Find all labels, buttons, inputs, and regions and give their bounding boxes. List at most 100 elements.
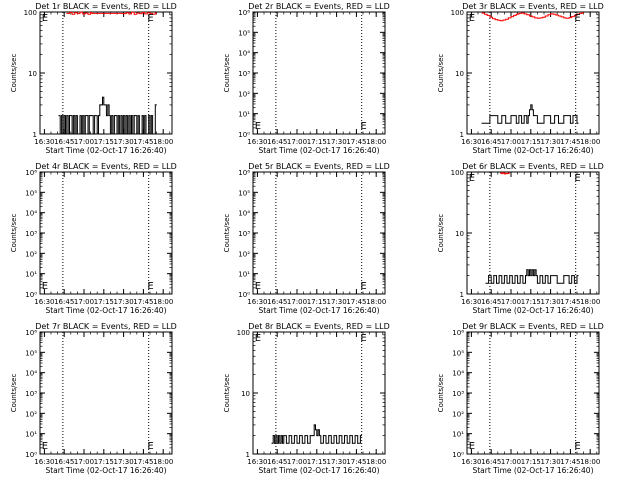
data-point <box>581 12 583 14</box>
data-point <box>510 16 512 18</box>
x-axis-label: Start Time (02-Oct-17 16:26:40) <box>258 466 379 475</box>
data-point <box>505 18 507 20</box>
x-tick-label: 17:15 <box>521 298 541 306</box>
data-point <box>563 115 565 117</box>
data-point <box>359 435 361 437</box>
data-point <box>91 12 93 14</box>
data-point <box>82 115 84 117</box>
data-point <box>499 20 501 22</box>
events-series <box>58 96 157 135</box>
data-point <box>532 275 534 277</box>
e-marker: E <box>574 441 580 452</box>
data-point <box>275 435 277 437</box>
x-axis-label: Start Time (02-Oct-17 16:26:40) <box>472 466 593 475</box>
data-point <box>547 14 549 16</box>
data-point <box>279 442 281 444</box>
y-tick-label: 10⁶ <box>238 9 250 17</box>
data-point <box>521 12 523 14</box>
x-tick-label: 16:30 <box>247 458 267 466</box>
data-point <box>63 115 65 117</box>
data-point <box>542 16 544 18</box>
data-point <box>131 11 133 13</box>
data-point <box>534 17 536 19</box>
data-point <box>304 435 306 437</box>
data-point <box>506 282 508 284</box>
data-point <box>322 435 324 437</box>
x-tick-label: 18:00 <box>153 298 173 306</box>
data-point <box>87 13 89 15</box>
data-point <box>68 12 70 14</box>
data-point <box>141 115 143 117</box>
data-point <box>314 429 316 431</box>
data-point <box>94 115 96 117</box>
x-axis-label: Start Time (02-Oct-17 16:26:40) <box>472 146 593 155</box>
data-point <box>544 15 546 17</box>
data-point <box>507 172 509 174</box>
x-tick-label: 17:30 <box>114 298 134 306</box>
x-tick-label: 17:00 <box>501 458 521 466</box>
data-point <box>313 424 315 426</box>
data-point <box>569 122 571 124</box>
data-point <box>539 17 541 19</box>
data-point <box>568 282 570 284</box>
x-tick-label: 17:00 <box>287 138 307 146</box>
x-tick-label: 17:15 <box>307 458 327 466</box>
y-tick-label: 10⁵ <box>238 29 250 37</box>
x-tick-label: 16:45 <box>267 458 287 466</box>
detector-plot-9: Det 9r BLACK = Events, RED = LLD 10⁰ 10¹ 10… <box>437 322 604 475</box>
data-point <box>309 435 311 437</box>
data-point <box>132 133 134 135</box>
data-point <box>528 15 530 17</box>
x-axis-label: Start Time (02-Oct-17 16:26:40) <box>472 306 593 315</box>
data-point <box>120 115 122 117</box>
y-tick-label: 10⁰ <box>238 131 250 139</box>
data-point <box>525 275 527 277</box>
plot-frame <box>39 331 173 455</box>
data-point <box>493 275 495 277</box>
data-point <box>507 17 509 19</box>
data-point <box>534 115 536 117</box>
data-point <box>521 122 523 124</box>
x-tick-label: 17:00 <box>287 298 307 306</box>
data-point <box>87 133 89 135</box>
y-tick-label: 10⁶ <box>25 329 37 337</box>
data-point <box>528 109 530 111</box>
y-axis-label: Counts/sec <box>437 54 445 93</box>
x-tick-label: 17:45 <box>346 138 366 146</box>
data-point <box>544 275 546 277</box>
y-axis-label: Counts/sec <box>10 214 18 253</box>
y-tick-label: 10⁴ <box>452 370 464 378</box>
data-point <box>576 13 578 15</box>
data-point <box>296 442 298 444</box>
data-point <box>576 122 578 124</box>
data-point <box>288 435 290 437</box>
data-point <box>486 14 488 16</box>
data-point <box>62 133 64 135</box>
data-point <box>527 275 529 277</box>
data-point <box>558 122 560 124</box>
data-point <box>142 133 144 135</box>
data-point <box>531 16 533 18</box>
data-point <box>152 13 154 15</box>
data-point <box>485 282 487 284</box>
data-point <box>501 173 503 175</box>
x-tick-label: 18:00 <box>580 458 600 466</box>
plot-frame <box>466 331 600 455</box>
data-point <box>518 12 520 14</box>
data-point <box>510 115 512 117</box>
data-point <box>137 115 139 117</box>
data-point <box>141 12 143 14</box>
x-tick-label: 17:00 <box>501 298 521 306</box>
data-point <box>80 133 82 135</box>
data-point <box>495 282 497 284</box>
data-point <box>481 12 483 14</box>
y-tick-label: 10⁵ <box>238 189 250 197</box>
data-point <box>95 115 97 117</box>
x-tick-label: 18:00 <box>366 298 386 306</box>
data-point <box>550 122 552 124</box>
data-point <box>351 442 353 444</box>
data-point <box>133 115 135 117</box>
e-marker: E <box>255 333 261 344</box>
data-point <box>86 115 88 117</box>
data-point <box>84 12 86 14</box>
